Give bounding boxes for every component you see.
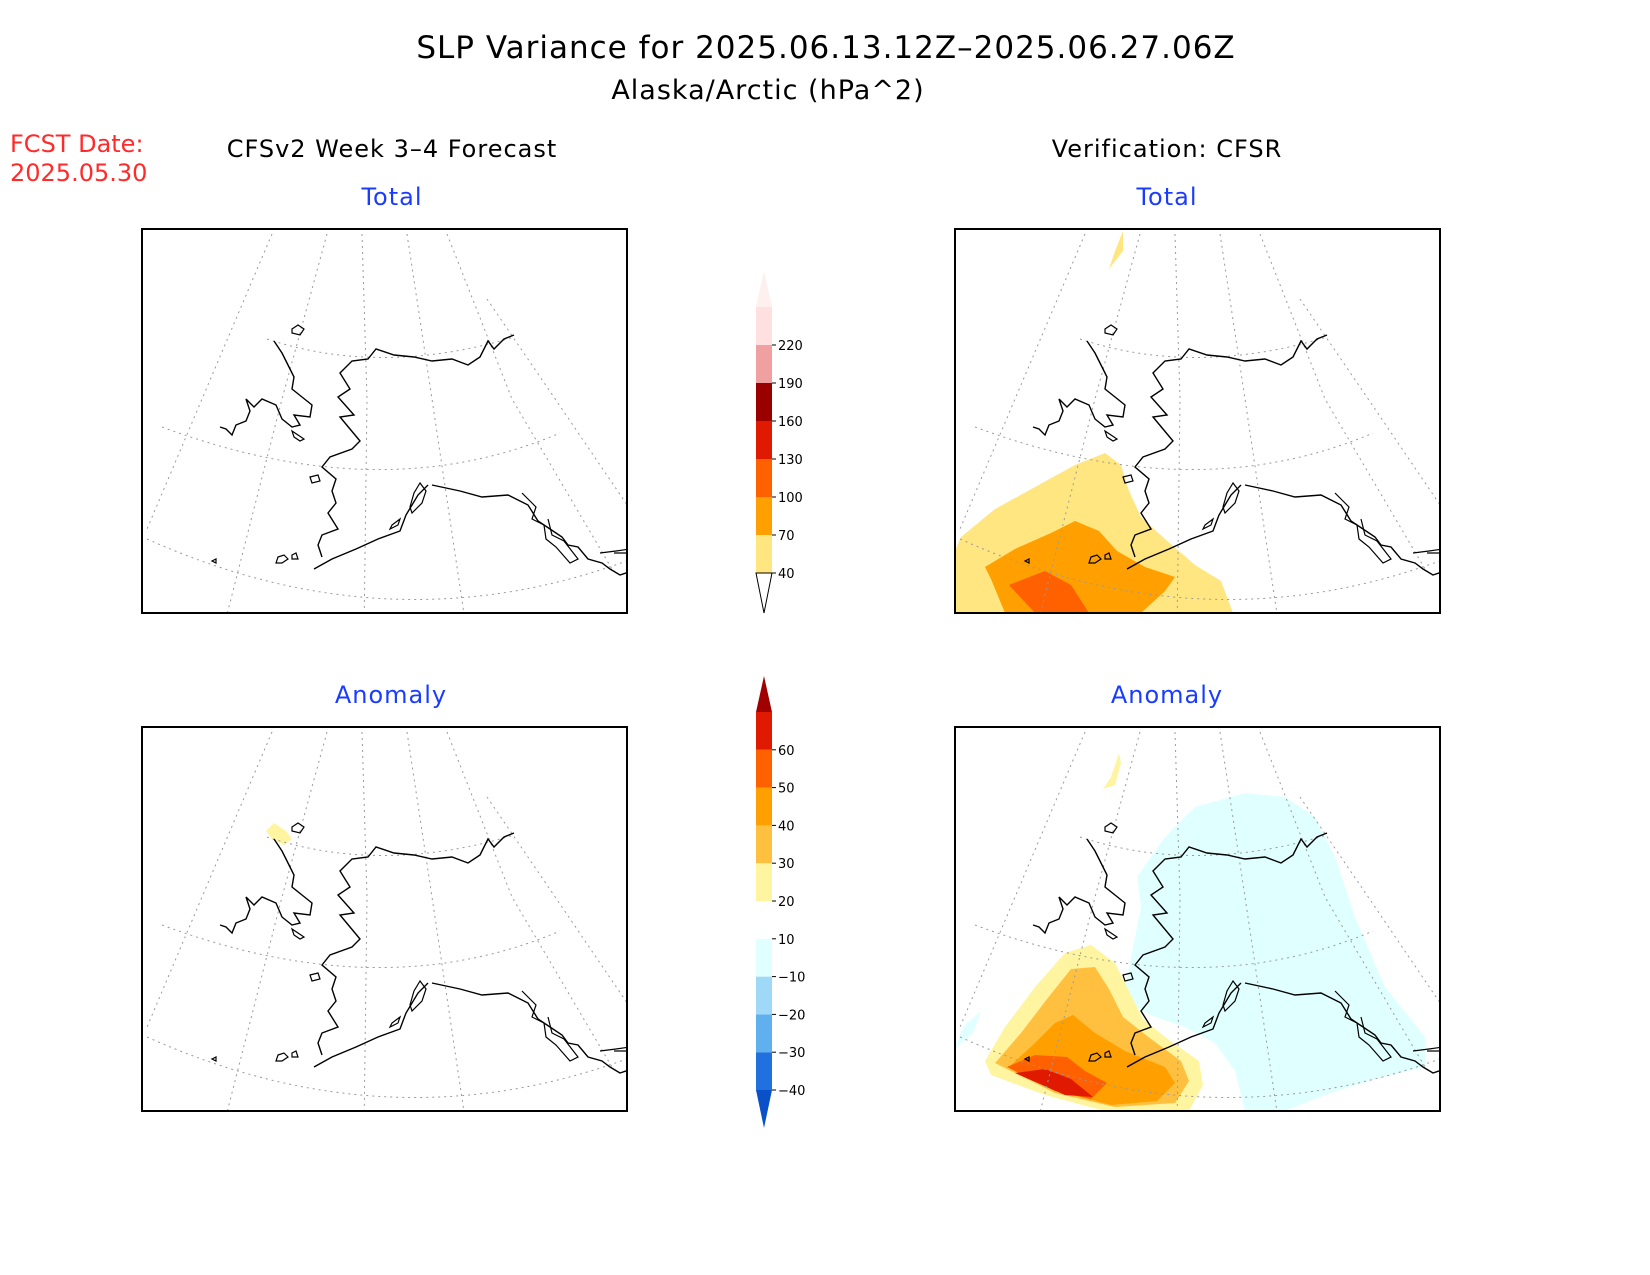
map-panel-fcst-anomaly: [141, 726, 628, 1112]
colorbar-total-label: 70: [778, 529, 795, 544]
colorbar-anomaly-bin: [756, 1014, 772, 1053]
colorbar-anomaly-label: −10: [778, 971, 805, 986]
colorbar-anomaly-bin: [756, 712, 772, 750]
colorbar-anomaly-cap-top: [756, 676, 772, 712]
map-panel-fcst-total: [141, 228, 628, 614]
colorbar-anomaly-bin: [756, 901, 772, 939]
map-panel-verif-total: [954, 228, 1441, 614]
colorbar-anomaly-bin: [756, 1052, 772, 1090]
colorbar-anomaly-bin: [756, 787, 772, 826]
map-panel-verif-anomaly: [954, 726, 1441, 1112]
colorbar-total-label: 160: [778, 415, 803, 430]
panel-title-fcst-anomaly: Anomaly: [335, 681, 447, 709]
colorbar-anomaly-label: 30: [778, 857, 795, 872]
column-header-verification: Verification: CFSR: [1052, 135, 1283, 163]
colorbar-total-bin: [756, 459, 772, 497]
colorbar-anomaly-bin: [756, 863, 772, 901]
panel-title-verif-anomaly: Anomaly: [1111, 681, 1223, 709]
panel-title-fcst-total: Total: [360, 183, 422, 211]
fcst-date-label: FCST Date:: [10, 130, 144, 158]
colorbar-anomaly-label: 60: [778, 744, 795, 759]
colorbar-total-bin: [756, 497, 772, 535]
colorbar-anomaly-label: 50: [778, 782, 795, 797]
colorbar-anomaly-bin: [756, 825, 772, 864]
colorbar-total-cap-bottom: [755, 572, 773, 614]
colorbar-total-bin: [756, 421, 772, 459]
colorbar-anomaly: −40 −30 −20 −10 10 20 30 40 50 60: [756, 676, 805, 1128]
colorbar-anomaly-label: −40: [778, 1084, 805, 1099]
contour-fill-anomaly-fcst: [266, 823, 292, 845]
colorbar-anomaly-label: 10: [778, 933, 795, 948]
colorbar-total-bin: [756, 383, 772, 421]
contour-fill-total: [955, 231, 1233, 613]
colorbar-total-bin: [756, 345, 772, 383]
colorbar-total-bin: [756, 535, 772, 573]
colorbar-total-label: 220: [778, 339, 803, 354]
panel-title-verif-total: Total: [1135, 183, 1197, 211]
colorbar-total-cap-top: [756, 271, 772, 307]
figure-title-line2: Alaska/Arctic (hPa^2): [611, 75, 924, 106]
figure-title-line1: SLP Variance for 2025.06.13.12Z–2025.06.…: [416, 30, 1235, 66]
colorbar-anomaly-bin: [756, 938, 772, 977]
contour-fill-anomaly-verif: [955, 753, 1425, 1111]
colorbar-total-label: 190: [778, 377, 803, 392]
colorbar-anomaly-cap-bottom: [756, 1090, 772, 1128]
colorbar-anomaly-label: −30: [778, 1046, 805, 1061]
colorbar-total: 40 70 100 130 160 190 220: [755, 271, 803, 614]
colorbar-total-label: 40: [778, 567, 795, 582]
colorbar-anomaly-label: 40: [778, 819, 795, 834]
colorbar-total-label: 130: [778, 453, 803, 468]
colorbar-anomaly-label: 20: [778, 895, 795, 910]
colorbar-total-bin: [756, 307, 772, 345]
colorbar-anomaly-label: −20: [778, 1008, 805, 1023]
column-header-forecast: CFSv2 Week 3–4 Forecast: [227, 135, 558, 163]
fcst-date-value: 2025.05.30: [10, 159, 147, 187]
colorbar-total-label: 100: [778, 491, 803, 506]
colorbar-anomaly-bin: [756, 749, 772, 788]
colorbar-anomaly-bin: [756, 976, 772, 1015]
